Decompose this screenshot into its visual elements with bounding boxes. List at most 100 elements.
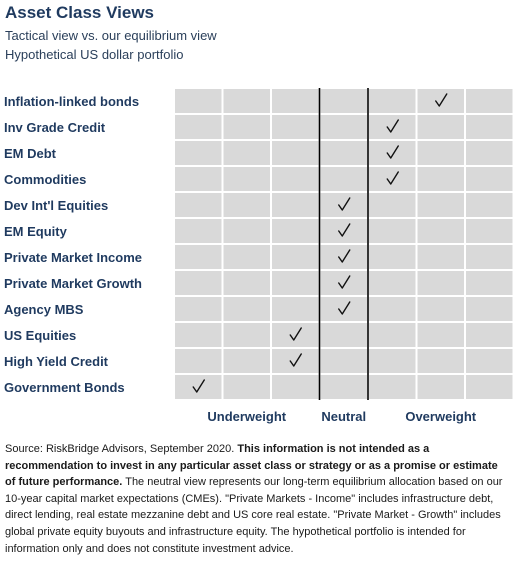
check-mark [338,249,351,263]
grid-cell [270,217,321,245]
grid-cell [173,321,224,349]
grid-cell [415,243,466,271]
grid-cell [415,347,466,375]
check-mark [435,93,448,107]
grid-cell [270,373,321,401]
grid-cell [270,269,321,297]
grid-cell [415,191,466,219]
grid-cell [415,295,466,323]
grid-cell [270,243,321,271]
row-label: Private Market Income [4,250,142,265]
grid-cell [173,243,224,271]
row-label: Government Bonds [4,380,125,395]
grid-cell [318,87,369,115]
grid-cell [367,269,418,297]
grid-cell [415,321,466,349]
grid-cell [221,347,272,375]
chart-subtitle: Tactical view vs. our equilibrium view [5,28,217,43]
row-label: High Yield Credit [4,354,109,369]
grid-cell [464,217,513,245]
grid-cell [464,321,513,349]
grid-cell [464,113,513,141]
check-mark [386,171,399,185]
grid-cell [173,87,224,115]
grid-cell [464,347,513,375]
grid-cell [318,347,369,375]
grid-cell [464,191,513,219]
grid-cell [464,165,513,193]
grid-cell [270,321,321,349]
zone-label-overweight: Overweight [405,409,476,424]
check-mark [192,379,205,393]
grid-cell [318,321,369,349]
grid-cell [318,165,369,193]
grid-cell [318,113,369,141]
footnote: Source: RiskBridge Advisors, September 2… [5,441,510,557]
grid-cell [318,139,369,167]
row-label: EM Debt [4,146,57,161]
grid-cell [415,87,466,115]
check-mark [289,327,302,341]
grid-cell [464,243,513,271]
grid-cell [367,113,418,141]
check-mark [338,223,351,237]
grid-cell [221,217,272,245]
grid-cell [464,295,513,323]
grid-cell [367,139,418,167]
grid-cell [318,295,369,323]
check-mark [386,145,399,159]
grid-cell [270,191,321,219]
grid-cell [318,191,369,219]
footnote-source: Source: RiskBridge Advisors, September 2… [5,443,235,455]
grid-cell [221,87,272,115]
row-label: US Equities [4,328,76,343]
grid-cell [318,217,369,245]
row-label: Dev Int'l Equities [4,198,108,213]
zone-label-underweight: Underweight [207,409,286,424]
grid-cell [270,87,321,115]
grid-cell [221,139,272,167]
grid-cell [221,321,272,349]
grid-cell [415,139,466,167]
check-mark [386,119,399,133]
grid-cell [367,165,418,193]
asset-class-views-grid: Inflation-linked bonds Inv Grade Credit EM… [4,87,513,424]
grid-cell [221,243,272,271]
grid-cell [367,87,418,115]
grid-cell [221,373,272,401]
grid-cell [367,217,418,245]
grid-cell [367,295,418,323]
grid-cell [173,217,224,245]
footnote-disclaimer: This information is not intended as a re… [5,443,498,489]
grid-cell [367,191,418,219]
grid-cell [318,373,369,401]
grid-cell [367,347,418,375]
grid-cell [415,113,466,141]
grid-cell [173,347,224,375]
check-mark [338,301,351,315]
grid-cell [173,295,224,323]
grid-cell [173,165,224,193]
grid-cell [173,139,224,167]
check-mark [289,353,302,367]
grid-cell [464,139,513,167]
grid-cell [173,269,224,297]
grid-cell [270,139,321,167]
grid-cell [221,165,272,193]
grid-cell [367,373,418,401]
footnote-body: The neutral view represents our long-ter… [5,476,503,555]
row-label: Inflation-linked bonds [4,94,139,109]
row-label: Inv Grade Credit [4,120,106,135]
check-mark [338,197,351,211]
grid-cell [221,191,272,219]
grid-cell [221,295,272,323]
row-label: Agency MBS [4,302,84,317]
grid-cell [221,113,272,141]
grid-cell [415,269,466,297]
grid-cell [270,347,321,375]
grid-cell [367,243,418,271]
row-label: Private Market Growth [4,276,142,291]
grid-cell [270,295,321,323]
grid-cell [464,87,513,115]
grid-cell [318,269,369,297]
